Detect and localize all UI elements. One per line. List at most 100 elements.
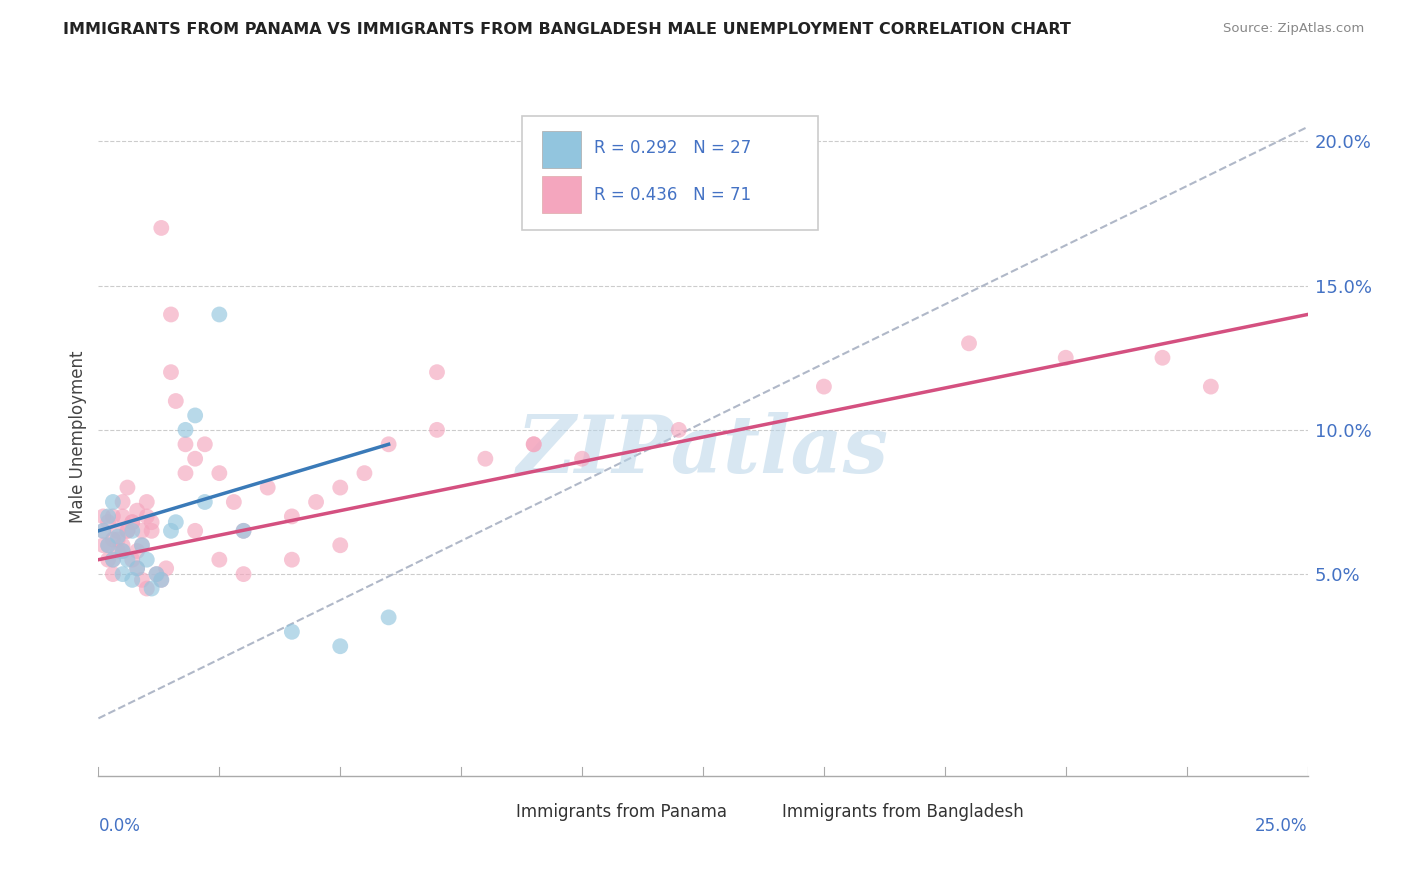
Point [165,515,187,529]
Point [571,451,593,466]
Point [353,466,375,480]
Point [194,495,217,509]
Text: 0.0%: 0.0% [98,817,141,835]
Point [184,524,207,538]
Text: 25.0%: 25.0% [1256,817,1308,835]
Point [150,573,173,587]
Point [184,409,207,423]
Point [97,515,120,529]
Point [97,538,120,552]
Point [121,552,143,566]
Point [127,544,149,558]
Text: Source: ZipAtlas.com: Source: ZipAtlas.com [1223,22,1364,36]
Bar [479,799,506,825]
Point [145,567,167,582]
Point [329,538,352,552]
Point [160,308,183,322]
Text: IMMIGRANTS FROM PANAMA VS IMMIGRANTS FROM BANGLADESH MALE UNEMPLOYMENT CORRELATI: IMMIGRANTS FROM PANAMA VS IMMIGRANTS FRO… [63,22,1071,37]
Point [111,544,134,558]
Point [174,466,197,480]
Point [256,481,278,495]
Point [111,544,134,558]
Point [523,437,546,451]
Point [101,533,124,547]
Point [91,509,114,524]
Point [329,639,352,653]
Point [668,423,690,437]
Point [208,308,231,322]
Point [150,573,173,587]
Point [232,567,254,582]
Point [135,552,157,566]
Point [145,567,167,582]
Point [101,495,124,509]
Point [523,437,546,451]
Point [127,503,149,517]
Bar [543,176,581,213]
Point [141,582,163,596]
Point [165,394,187,409]
Point [281,509,304,524]
Y-axis label: Male Unemployment: Male Unemployment [69,351,87,524]
Point [194,437,217,451]
Point [957,336,980,351]
Point [135,509,157,524]
FancyBboxPatch shape [522,117,818,230]
Point [474,451,496,466]
Point [131,538,153,552]
Point [111,538,134,552]
Text: R = 0.292   N = 27: R = 0.292 N = 27 [595,138,751,157]
Text: ZIPatlas: ZIPatlas [517,412,889,490]
Point [101,567,124,582]
Point [174,423,197,437]
Point [232,524,254,538]
Point [117,481,139,495]
Point [135,582,157,596]
Point [97,552,120,566]
Point [121,515,143,529]
Point [111,567,134,582]
Point [101,552,124,566]
Point [127,561,149,575]
Point [208,552,231,566]
Point [305,495,328,509]
Point [141,524,163,538]
Point [329,481,352,495]
Point [111,495,134,509]
Text: R = 0.436   N = 71: R = 0.436 N = 71 [595,186,751,204]
Point [97,509,120,524]
Point [91,524,114,538]
Bar [543,130,581,168]
Point [111,509,134,524]
Point [160,524,183,538]
Point [101,552,124,566]
Point [107,524,129,538]
Point [107,544,129,558]
Point [426,365,449,379]
Point [91,524,114,538]
Point [117,552,139,566]
Point [117,524,139,538]
Point [101,509,124,524]
Point [208,466,231,480]
Bar [745,799,772,825]
Point [377,610,399,624]
Point [377,437,399,451]
Point [150,221,173,235]
Point [184,451,207,466]
Point [107,533,129,547]
Point [121,515,143,529]
Point [117,524,139,538]
Point [281,552,304,566]
Point [141,515,163,529]
Point [1054,351,1077,365]
Point [121,524,143,538]
Point [426,423,449,437]
Point [127,561,149,575]
Point [131,538,153,552]
Point [121,573,143,587]
Point [135,495,157,509]
Point [131,573,153,587]
Point [813,379,835,393]
Point [232,524,254,538]
